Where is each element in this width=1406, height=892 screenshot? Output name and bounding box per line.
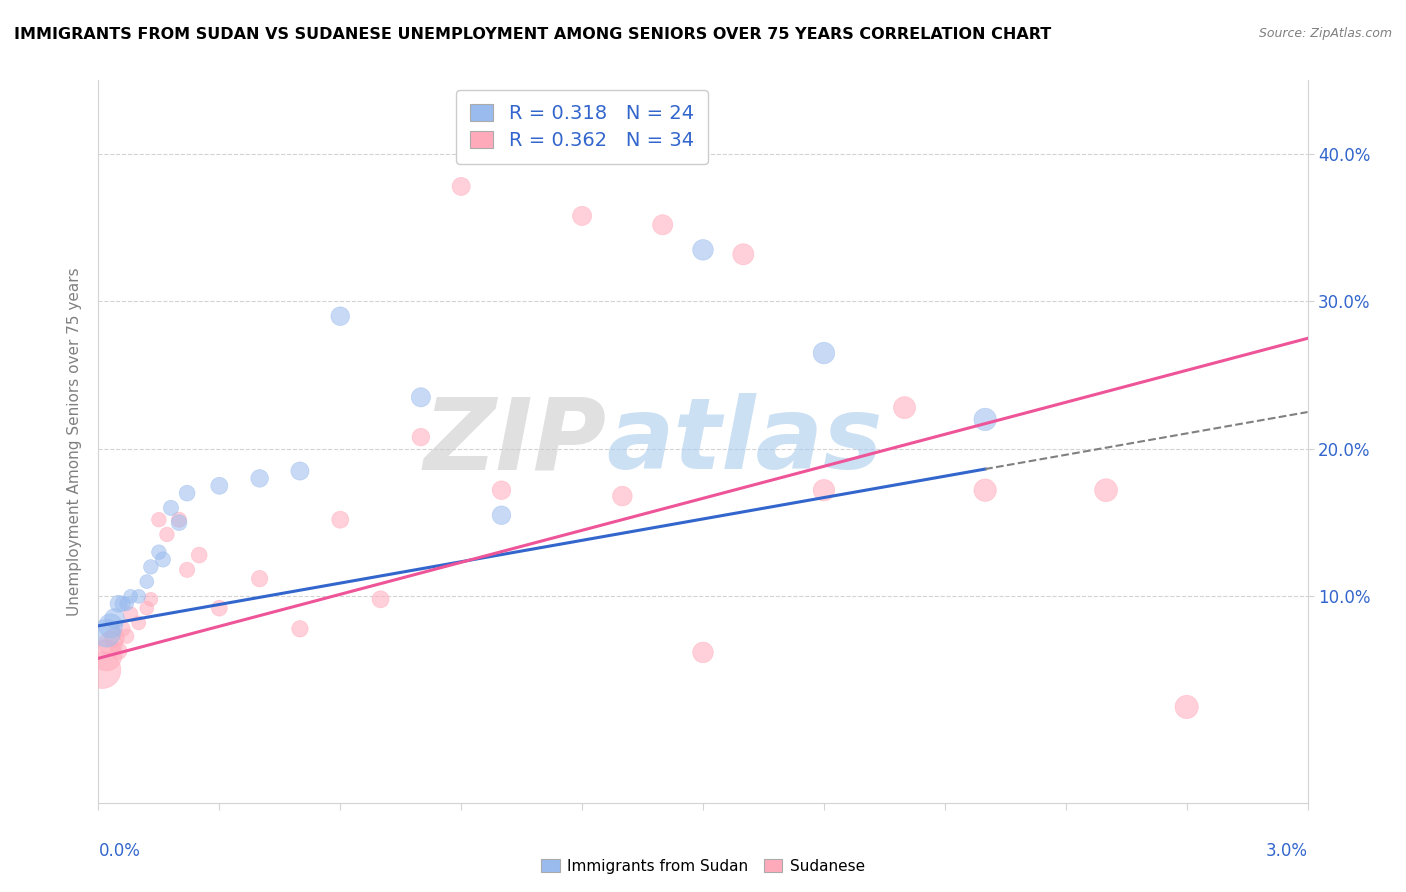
Text: IMMIGRANTS FROM SUDAN VS SUDANESE UNEMPLOYMENT AMONG SENIORS OVER 75 YEARS CORRE: IMMIGRANTS FROM SUDAN VS SUDANESE UNEMPL… xyxy=(14,27,1052,42)
Point xyxy=(167,516,190,530)
Point xyxy=(208,479,231,493)
Point xyxy=(176,563,198,577)
Point xyxy=(176,486,198,500)
Point xyxy=(139,560,162,574)
Point xyxy=(107,644,129,658)
Point xyxy=(111,597,134,611)
Point xyxy=(120,590,142,604)
Point xyxy=(91,663,114,677)
Point xyxy=(100,636,122,650)
Text: 3.0%: 3.0% xyxy=(1265,842,1308,860)
Point xyxy=(96,648,118,663)
Point xyxy=(612,489,634,503)
Point xyxy=(813,483,835,498)
Point xyxy=(288,622,311,636)
Text: ZIP: ZIP xyxy=(423,393,606,490)
Point xyxy=(111,622,134,636)
Point xyxy=(370,592,392,607)
Point xyxy=(813,346,835,360)
Point xyxy=(409,390,432,404)
Point xyxy=(974,483,997,498)
Point xyxy=(103,631,125,645)
Point xyxy=(571,209,593,223)
Point xyxy=(152,552,174,566)
Point xyxy=(893,401,915,415)
Text: Source: ZipAtlas.com: Source: ZipAtlas.com xyxy=(1258,27,1392,40)
Point xyxy=(249,471,271,485)
Point xyxy=(733,247,755,261)
Point xyxy=(491,483,513,498)
Point xyxy=(409,430,432,444)
Point xyxy=(107,597,129,611)
Legend: Immigrants from Sudan, Sudanese: Immigrants from Sudan, Sudanese xyxy=(536,853,870,880)
Point xyxy=(128,615,150,630)
Point xyxy=(96,626,118,640)
Point xyxy=(651,218,673,232)
Point xyxy=(103,611,125,625)
Point xyxy=(128,590,150,604)
Point xyxy=(148,545,170,559)
Point xyxy=(148,513,170,527)
Text: atlas: atlas xyxy=(606,393,883,490)
Point xyxy=(450,179,472,194)
Point xyxy=(974,412,997,426)
Point xyxy=(1095,483,1118,498)
Point xyxy=(100,619,122,633)
Point xyxy=(160,500,183,515)
Point xyxy=(188,548,211,562)
Point xyxy=(288,464,311,478)
Point xyxy=(329,309,352,323)
Point xyxy=(167,513,190,527)
Point xyxy=(692,645,714,659)
Point xyxy=(115,629,138,643)
Legend: R = 0.318   N = 24, R = 0.362   N = 34: R = 0.318 N = 24, R = 0.362 N = 34 xyxy=(457,90,707,164)
Text: 0.0%: 0.0% xyxy=(98,842,141,860)
Y-axis label: Unemployment Among Seniors over 75 years: Unemployment Among Seniors over 75 years xyxy=(67,268,83,615)
Point xyxy=(1175,700,1198,714)
Point xyxy=(139,592,162,607)
Point xyxy=(208,601,231,615)
Point xyxy=(692,243,714,257)
Point xyxy=(135,574,157,589)
Point xyxy=(120,607,142,621)
Point xyxy=(249,572,271,586)
Point xyxy=(115,597,138,611)
Point xyxy=(156,527,179,541)
Point xyxy=(491,508,513,523)
Point xyxy=(135,601,157,615)
Point xyxy=(329,513,352,527)
